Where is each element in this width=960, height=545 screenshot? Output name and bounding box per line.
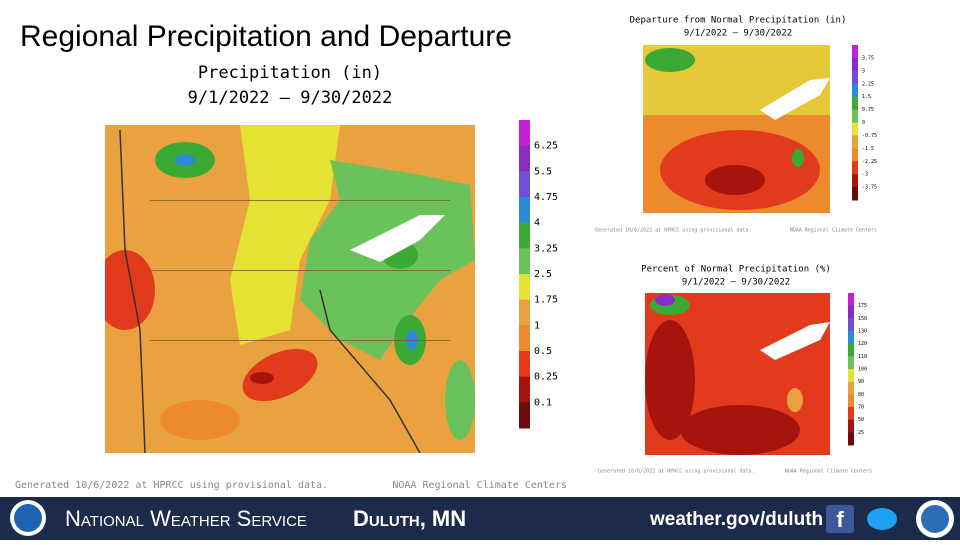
credit: Generated 10/6/2022 at HPRCC using provi… (15, 480, 328, 491)
legend-swatch (519, 222, 530, 249)
legend-label: -3.75 (862, 185, 877, 191)
credit: Generated 10/6/2022 at HPRCC using provi… (595, 228, 752, 234)
legend-swatch (848, 407, 854, 421)
slide-title: Regional Precipitation and Departure (20, 20, 512, 53)
departure-map (643, 45, 830, 213)
precip-legend: 6.25 5.5 4.75 4 3.25 2.5 1.75 1 0.5 0.25 0.1 (519, 120, 558, 429)
precip-map (105, 125, 475, 453)
legend-swatch (848, 331, 854, 345)
legend-label: 50 (858, 417, 864, 423)
legend-swatch (519, 120, 530, 147)
legend-swatch (848, 432, 854, 446)
legend-label: 2.25 (862, 81, 874, 87)
legend-label: -0.75 (862, 133, 877, 139)
credit: NOAA Regional Climate Centers (790, 228, 877, 234)
legend-swatch (519, 325, 530, 352)
legend-swatch (519, 197, 530, 224)
legend-label: 3.75 (862, 55, 874, 61)
legend-swatch (519, 248, 530, 275)
legend-label: 130 (858, 329, 867, 335)
legend-swatch (519, 171, 530, 198)
credit: NOAA Regional Climate Centers (392, 480, 567, 491)
legend-label: 0 (862, 120, 865, 126)
departure-legend: 3.75 3 2.25 1.5 0.75 0 -0.75 -1.5 -2.25 -3 -3.75 (852, 45, 877, 201)
legend-label: -3 (862, 172, 868, 178)
legend-label: 6.25 (534, 141, 558, 152)
legend-swatch (519, 376, 530, 403)
legend-swatch (852, 109, 858, 123)
footer-bar (0, 497, 960, 540)
legend-label: 1.75 (534, 295, 558, 306)
map-title: Departure from Normal Precipitation (in) (630, 16, 847, 26)
office-name: Duluth, MN (353, 506, 466, 531)
legend-label: 1.5 (862, 94, 871, 100)
credit: NOAA Regional Climate Centers (785, 469, 872, 475)
legend-label: 2.5 (534, 269, 552, 280)
legend-label: -2.25 (862, 159, 877, 165)
legend-label: 4.75 (534, 192, 558, 203)
legend-label: 0.5 (534, 346, 552, 357)
twitter-icon[interactable] (867, 508, 897, 530)
map-title: Precipitation (in) (198, 63, 382, 83)
legend-swatch (519, 351, 530, 378)
legend-label: 0.1 (534, 397, 552, 408)
legend-swatch (848, 394, 854, 408)
legend-swatch (852, 161, 858, 175)
legend-label: -1.5 (862, 146, 874, 152)
legend-swatch (852, 187, 858, 201)
legend-swatch (848, 381, 854, 395)
legend-swatch (519, 402, 530, 429)
credit: Generated 10/6/2022 at HPRCC using provi… (598, 469, 755, 475)
legend-swatch (848, 356, 854, 370)
legend-label: 0.25 (534, 372, 558, 383)
legend-swatch (852, 45, 858, 59)
legend-swatch (852, 83, 858, 98)
legend-swatch (852, 135, 858, 149)
legend-label: 100 (858, 367, 867, 373)
legend-swatch (852, 148, 858, 162)
legend-swatch (852, 122, 858, 136)
website: weather.gov/duluth (649, 509, 823, 530)
map-dates: 9/1/2022 – 9/30/2022 (684, 29, 792, 39)
legend-swatch (848, 369, 854, 383)
legend-label: 1 (534, 320, 540, 331)
svg-text:f: f (836, 507, 844, 532)
legend-swatch (848, 293, 854, 307)
map-dates: 9/1/2022 – 9/30/2022 (188, 88, 393, 108)
map-title: Percent of Normal Precipitation (%) (641, 265, 831, 275)
legend-label: 150 (858, 316, 867, 322)
legend-swatch (852, 70, 858, 85)
legend-swatch (848, 318, 854, 332)
agency-name: National Weather Service (65, 506, 307, 531)
percent-legend: 175 150 130 120 110 100 90 80 70 50 25 (848, 293, 867, 446)
legend-swatch (848, 305, 854, 319)
legend-label: 175 (858, 303, 867, 309)
legend-swatch (519, 274, 530, 301)
legend-swatch (848, 343, 854, 357)
legend-swatch (519, 145, 530, 172)
legend-label: 70 (858, 405, 864, 411)
legend-label: 0.75 (862, 107, 874, 113)
percent-map (645, 293, 830, 455)
legend-label: 4 (534, 218, 540, 229)
legend-swatch (519, 299, 530, 326)
legend-label: 3.25 (534, 243, 558, 254)
legend-label: 110 (858, 354, 867, 360)
map-dates: 9/1/2022 – 9/30/2022 (682, 278, 790, 288)
legend-label: 80 (858, 392, 864, 398)
legend-swatch (852, 96, 858, 111)
legend-swatch (852, 174, 858, 188)
legend-swatch (852, 57, 858, 72)
legend-label: 25 (858, 430, 864, 436)
legend-label: 120 (858, 341, 867, 347)
legend-label: 3 (862, 68, 865, 74)
legend-swatch (848, 419, 854, 433)
legend-label: 90 (858, 379, 864, 385)
legend-label: 5.5 (534, 166, 552, 177)
facebook-icon[interactable] (826, 505, 854, 533)
